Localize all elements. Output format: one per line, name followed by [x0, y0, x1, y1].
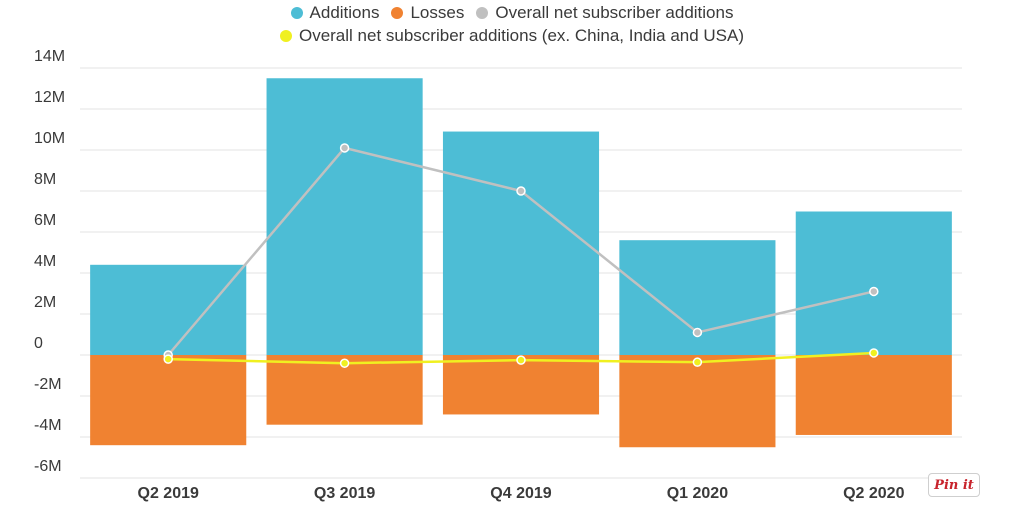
bar-losses: [90, 355, 247, 446]
y-tick-label: 6M: [34, 212, 56, 229]
y-tick-label: -2M: [34, 376, 62, 393]
y-tick-label: -6M: [34, 458, 62, 475]
point-net-ex: [692, 357, 703, 367]
legend-item-losses: Losses: [391, 3, 464, 23]
x-tick-label: Q1 2020: [667, 485, 728, 502]
x-tick-label: Q2 2019: [138, 485, 199, 502]
bar-additions: [795, 211, 952, 355]
legend-label-net: Overall net subscriber additions: [495, 3, 734, 22]
point-net: [339, 143, 350, 153]
pinterest-pin-button[interactable]: Pin it: [928, 473, 980, 497]
bar-additions: [442, 131, 600, 355]
point-net-ex: [163, 354, 173, 364]
legend-item-net: Overall net subscriber additions: [476, 3, 733, 23]
pin-button-label: Pin it: [934, 477, 974, 493]
point-net-ex: [339, 358, 350, 368]
x-tick-label: Q4 2019: [490, 485, 551, 502]
y-tick-label: 12M: [34, 89, 65, 106]
point-net-ex: [869, 348, 879, 358]
point-net: [869, 286, 879, 297]
legend-label-net-ex: Overall net subscriber additions (ex. Ch…: [298, 26, 745, 45]
bar-additions: [90, 264, 247, 355]
legend-row-1: Additions Losses Overall net subscriber …: [0, 3, 1024, 23]
y-tick-label: -4M: [34, 417, 62, 434]
legend-label-losses: Losses: [410, 3, 465, 22]
y-tick-label: 2M: [34, 294, 56, 311]
y-tick-label: 14M: [34, 48, 65, 65]
bar-losses: [442, 355, 600, 415]
bar-additions: [266, 78, 423, 355]
legend-dot-additions: [290, 7, 303, 19]
y-tick-label: 4M: [34, 253, 56, 270]
legend-label-additions: Additions: [309, 3, 380, 22]
x-tick-label: Q3 2019: [314, 485, 375, 502]
legend-dot-net-ex: [279, 30, 292, 42]
bar-losses: [619, 355, 776, 448]
y-tick-label: 10M: [34, 130, 65, 147]
legend-item-additions: Additions: [290, 3, 380, 23]
point-net-ex: [516, 355, 526, 365]
point-net: [692, 327, 703, 338]
bar-additions: [619, 240, 776, 355]
y-tick-label: 0: [34, 335, 43, 352]
bar-losses: [795, 355, 952, 435]
legend-dot-losses: [391, 7, 404, 19]
x-tick-label: Q2 2020: [843, 485, 904, 502]
legend-row-2: Overall net subscriber additions (ex. Ch…: [0, 26, 1024, 46]
y-tick-label: 8M: [34, 171, 56, 188]
legend-item-net-ex: Overall net subscriber additions (ex. Ch…: [279, 26, 745, 46]
legend-dot-net: [476, 7, 489, 19]
point-net: [516, 186, 526, 196]
